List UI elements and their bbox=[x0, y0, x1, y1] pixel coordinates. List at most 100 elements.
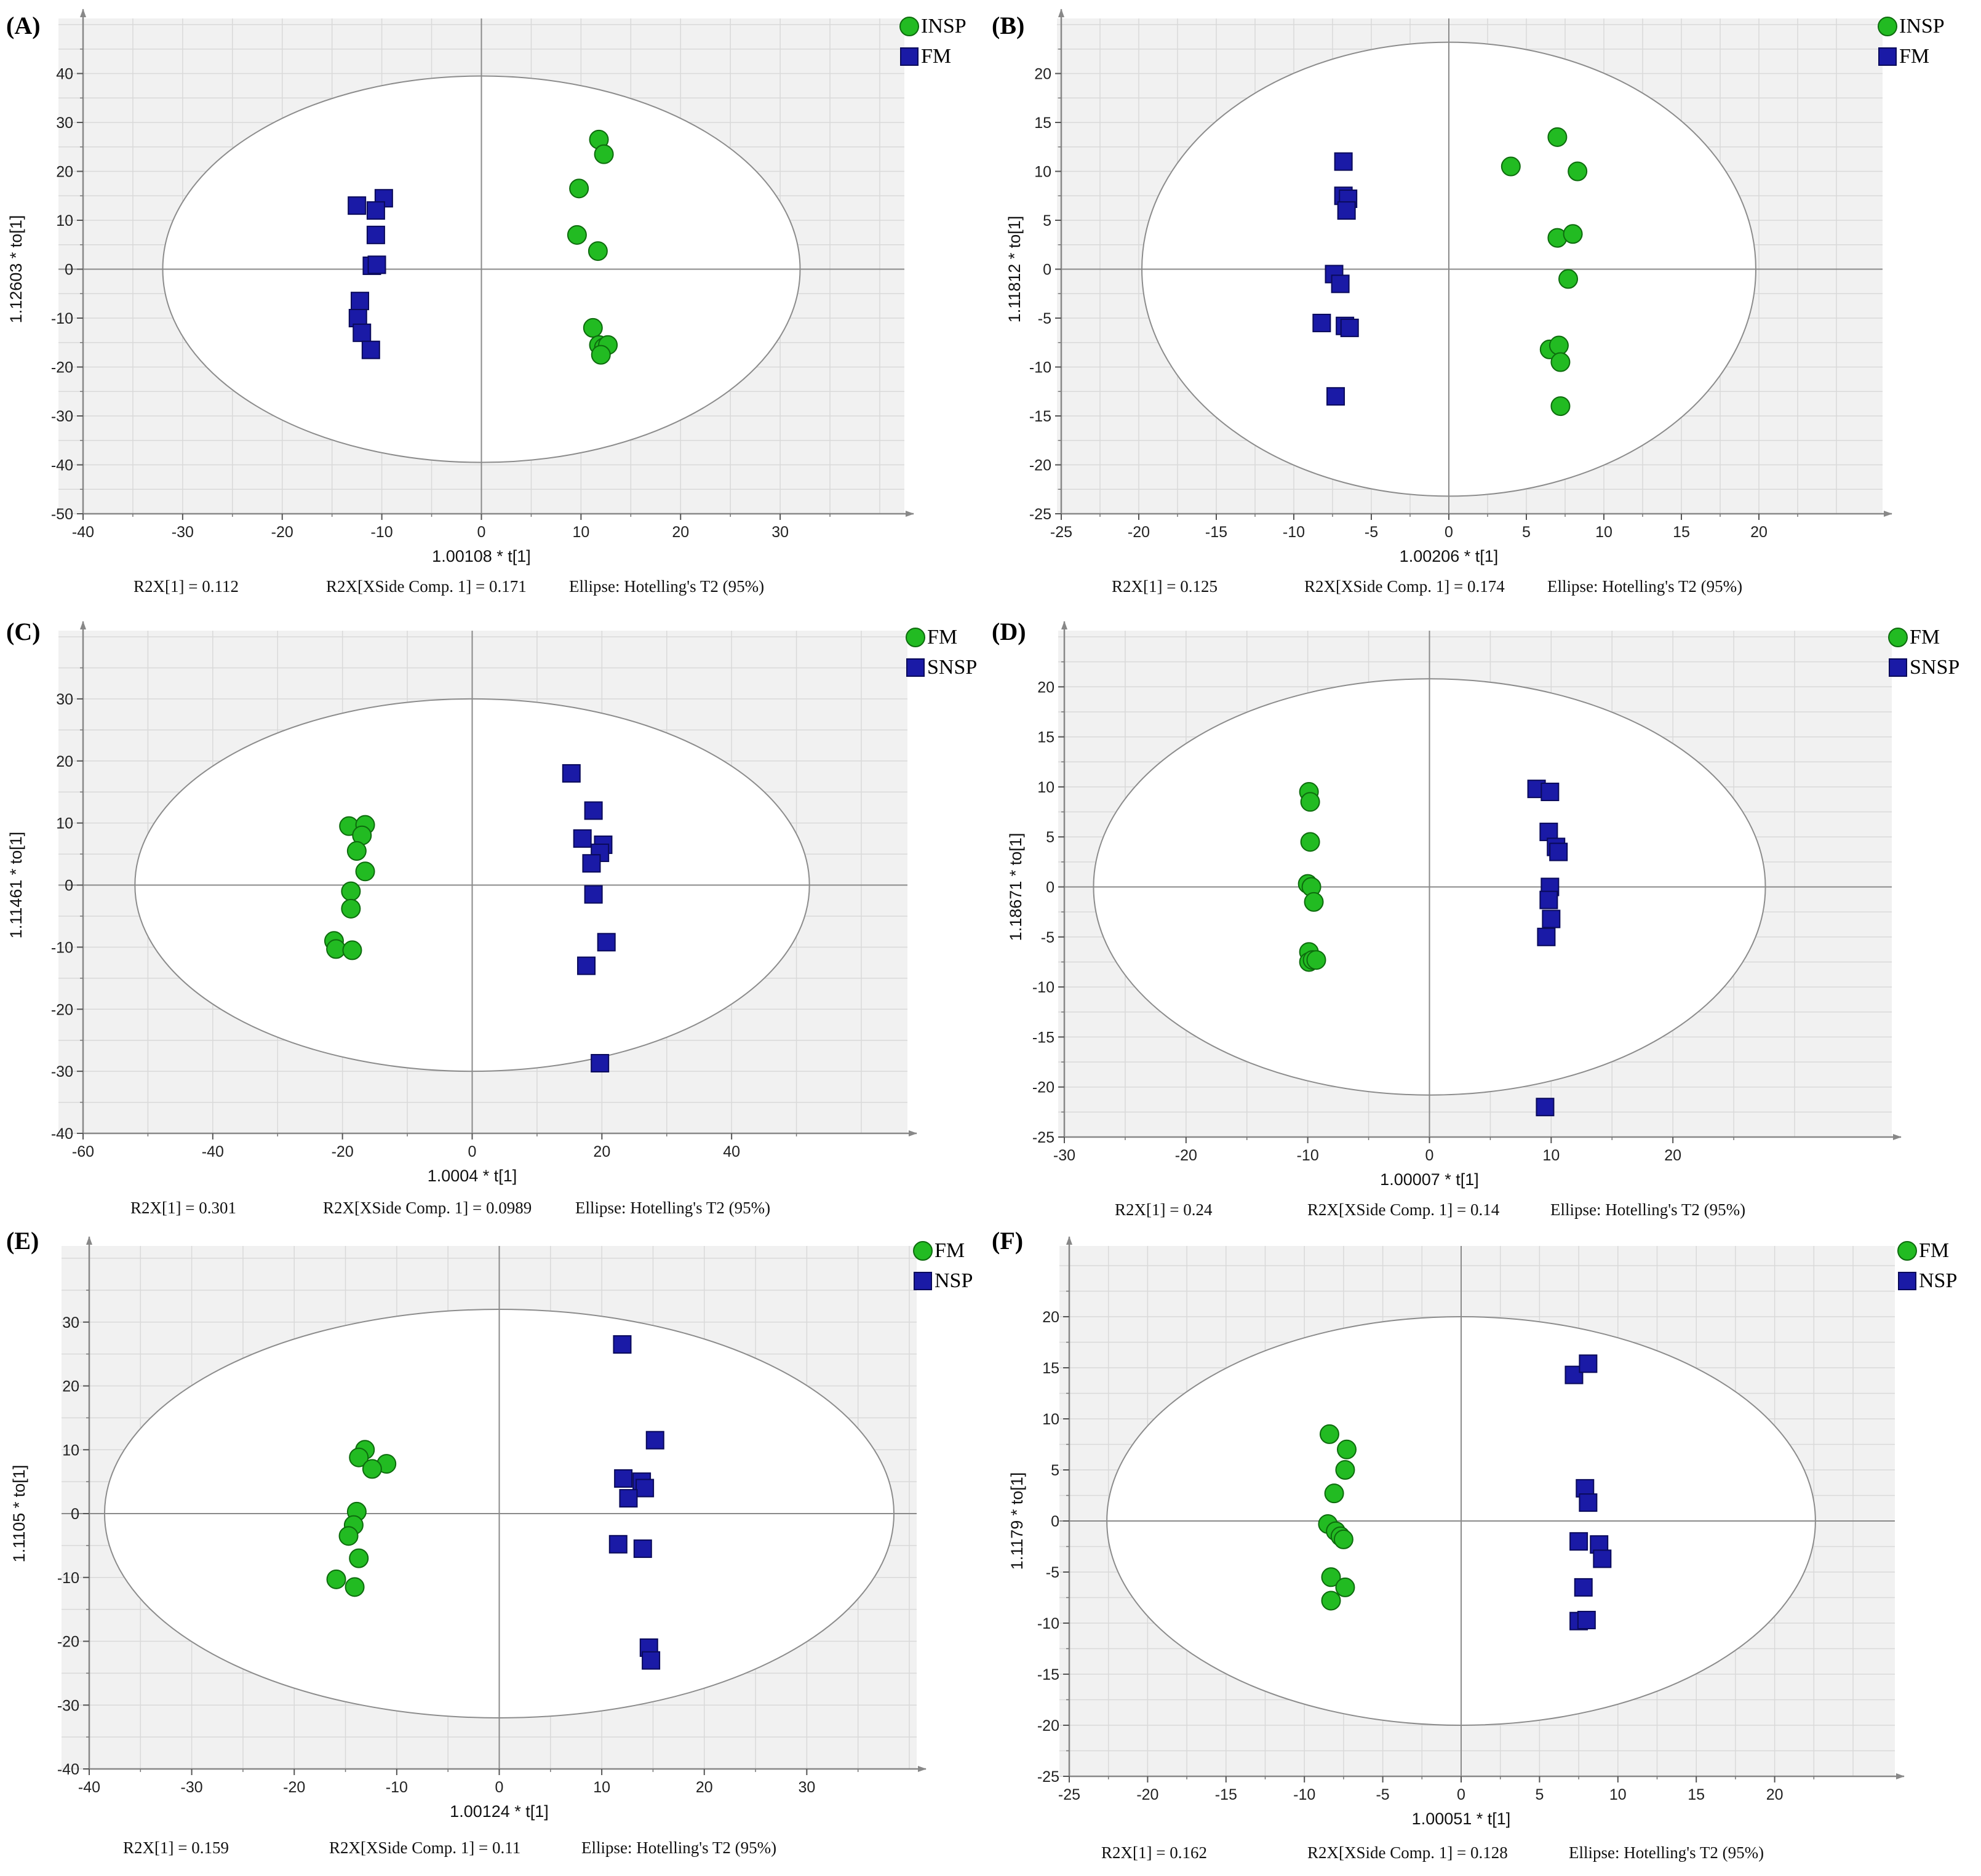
x-tick-label: -30 bbox=[172, 524, 194, 541]
data-point-insp bbox=[569, 178, 589, 199]
legend-marker-fm bbox=[900, 47, 919, 66]
legend-marker-insp bbox=[1878, 17, 1897, 36]
x-tick-label: -25 bbox=[1050, 524, 1072, 541]
x-tick-label: 0 bbox=[468, 1143, 477, 1160]
data-point-fm bbox=[1337, 201, 1356, 220]
y-tick-label: 10 bbox=[56, 212, 73, 230]
legend-marker-insp bbox=[899, 17, 919, 36]
data-point-insp bbox=[594, 144, 614, 164]
y-tick-label: 20 bbox=[56, 164, 73, 181]
data-point-fm bbox=[1304, 892, 1324, 912]
data-point-fm bbox=[1336, 1439, 1357, 1459]
footer-text: R2X[XSide Comp. 1] = 0.0989 bbox=[323, 1199, 532, 1217]
data-point-nsp bbox=[1579, 1493, 1598, 1512]
legend-label: INSP bbox=[1899, 15, 1945, 38]
data-point-fm bbox=[351, 292, 370, 311]
y-tick-label: -30 bbox=[51, 408, 73, 425]
y-tick-label: 0 bbox=[1043, 261, 1051, 279]
panel-label: (E) bbox=[6, 1227, 39, 1255]
x-tick-label: 30 bbox=[798, 1779, 815, 1796]
data-point-fm bbox=[1321, 1567, 1341, 1587]
footer-text: R2X[1] = 0.112 bbox=[134, 577, 239, 596]
x-tick-label: 10 bbox=[593, 1779, 610, 1796]
data-point-nsp bbox=[645, 1431, 664, 1450]
data-point-nsp bbox=[1569, 1532, 1588, 1551]
y-tick-label: -5 bbox=[1038, 310, 1051, 327]
y-axis-title: 1.12603 * to[1] bbox=[7, 215, 25, 324]
data-point-fm bbox=[1324, 1483, 1344, 1504]
x-axis-title: 1.00051 * t[1] bbox=[1412, 1810, 1511, 1828]
x-tick-label: -20 bbox=[1128, 524, 1150, 541]
panel-label: (A) bbox=[6, 12, 41, 39]
data-point-fm bbox=[349, 1548, 369, 1568]
footer-text: R2X[XSide Comp. 1] = 0.174 bbox=[1304, 577, 1505, 596]
data-point-snsp bbox=[577, 956, 596, 975]
y-tick-label: -30 bbox=[51, 1063, 73, 1080]
y-tick-label: 0 bbox=[65, 877, 73, 895]
data-point-insp bbox=[1568, 161, 1588, 182]
y-tick-label: -10 bbox=[1029, 359, 1051, 377]
x-tick-label: -60 bbox=[72, 1143, 94, 1160]
footer-text: Ellipse: Hotelling's T2 (95%) bbox=[575, 1199, 770, 1217]
legend-marker-snsp bbox=[906, 658, 925, 677]
y-tick-label: -20 bbox=[1032, 1079, 1054, 1096]
data-point-nsp bbox=[633, 1539, 652, 1559]
legend-marker-fm bbox=[913, 1241, 933, 1261]
x-axis-title: 1.0004 * t[1] bbox=[428, 1167, 517, 1185]
x-axis-title: 1.00206 * t[1] bbox=[1400, 547, 1499, 565]
x-tick-label: -20 bbox=[1136, 1786, 1158, 1803]
y-tick-label: 15 bbox=[1034, 114, 1051, 132]
data-point-insp bbox=[583, 317, 603, 338]
legend-label: FM bbox=[927, 626, 957, 649]
y-tick-label: -25 bbox=[1037, 1768, 1059, 1786]
x-tick-label: 0 bbox=[1445, 524, 1453, 541]
y-tick-label: -10 bbox=[1032, 979, 1054, 996]
y-tick-label: -40 bbox=[57, 1761, 79, 1778]
legend-marker-fm bbox=[1888, 628, 1908, 647]
x-tick-label: -5 bbox=[1376, 1786, 1389, 1803]
y-tick-label: 30 bbox=[56, 691, 73, 708]
x-tick-label: -25 bbox=[1058, 1786, 1080, 1803]
data-point-fm bbox=[1319, 1424, 1339, 1444]
legend-marker-fm bbox=[906, 628, 925, 647]
data-point-insp bbox=[1550, 352, 1571, 372]
data-point-nsp bbox=[608, 1535, 628, 1554]
data-point-fm bbox=[361, 340, 380, 359]
y-tick-label: 20 bbox=[1037, 679, 1054, 696]
x-tick-label: -40 bbox=[202, 1143, 224, 1160]
y-tick-label: 10 bbox=[1042, 1411, 1059, 1428]
y-tick-label: -20 bbox=[51, 1001, 73, 1018]
data-point-fm bbox=[348, 196, 367, 215]
x-axis-title: 1.00124 * t[1] bbox=[450, 1802, 549, 1821]
data-point-fm bbox=[362, 1459, 382, 1479]
data-point-insp bbox=[1558, 269, 1579, 289]
y-axis-title: 1.11812 * to[1] bbox=[1005, 216, 1024, 323]
y-tick-label: 10 bbox=[1034, 164, 1051, 181]
data-point-fm bbox=[1321, 1591, 1341, 1611]
y-tick-label: 20 bbox=[1034, 66, 1051, 83]
footer-text: R2X[XSide Comp. 1] = 0.14 bbox=[1307, 1200, 1500, 1219]
legend-marker-nsp bbox=[914, 1272, 932, 1290]
legend-label: FM bbox=[1919, 1239, 1949, 1262]
y-tick-label: -25 bbox=[1029, 506, 1051, 523]
x-tick-label: 30 bbox=[771, 524, 789, 541]
data-point-fm bbox=[1326, 387, 1345, 406]
data-point-insp bbox=[1550, 396, 1571, 417]
data-point-nsp bbox=[613, 1335, 632, 1354]
legend-label: FM bbox=[1910, 626, 1940, 649]
y-tick-label: -15 bbox=[1029, 408, 1051, 425]
y-tick-label: 0 bbox=[71, 1506, 79, 1523]
x-tick-label: 0 bbox=[477, 524, 486, 541]
y-tick-label: -10 bbox=[1037, 1615, 1059, 1632]
panel-b: -25 -20 -15 -10 -5 0 5 10 15 20 -25 -20 -15 -10 -5 0 5 10… bbox=[992, 9, 1945, 596]
y-tick-label: 10 bbox=[56, 815, 73, 832]
data-point-fm bbox=[345, 1577, 365, 1597]
y-tick-label: 20 bbox=[62, 1378, 79, 1395]
data-point-insp bbox=[591, 345, 611, 365]
data-point-nsp bbox=[636, 1479, 655, 1498]
data-point-fm bbox=[353, 323, 372, 342]
data-point-fm bbox=[355, 861, 375, 882]
data-point-fm bbox=[346, 841, 367, 861]
